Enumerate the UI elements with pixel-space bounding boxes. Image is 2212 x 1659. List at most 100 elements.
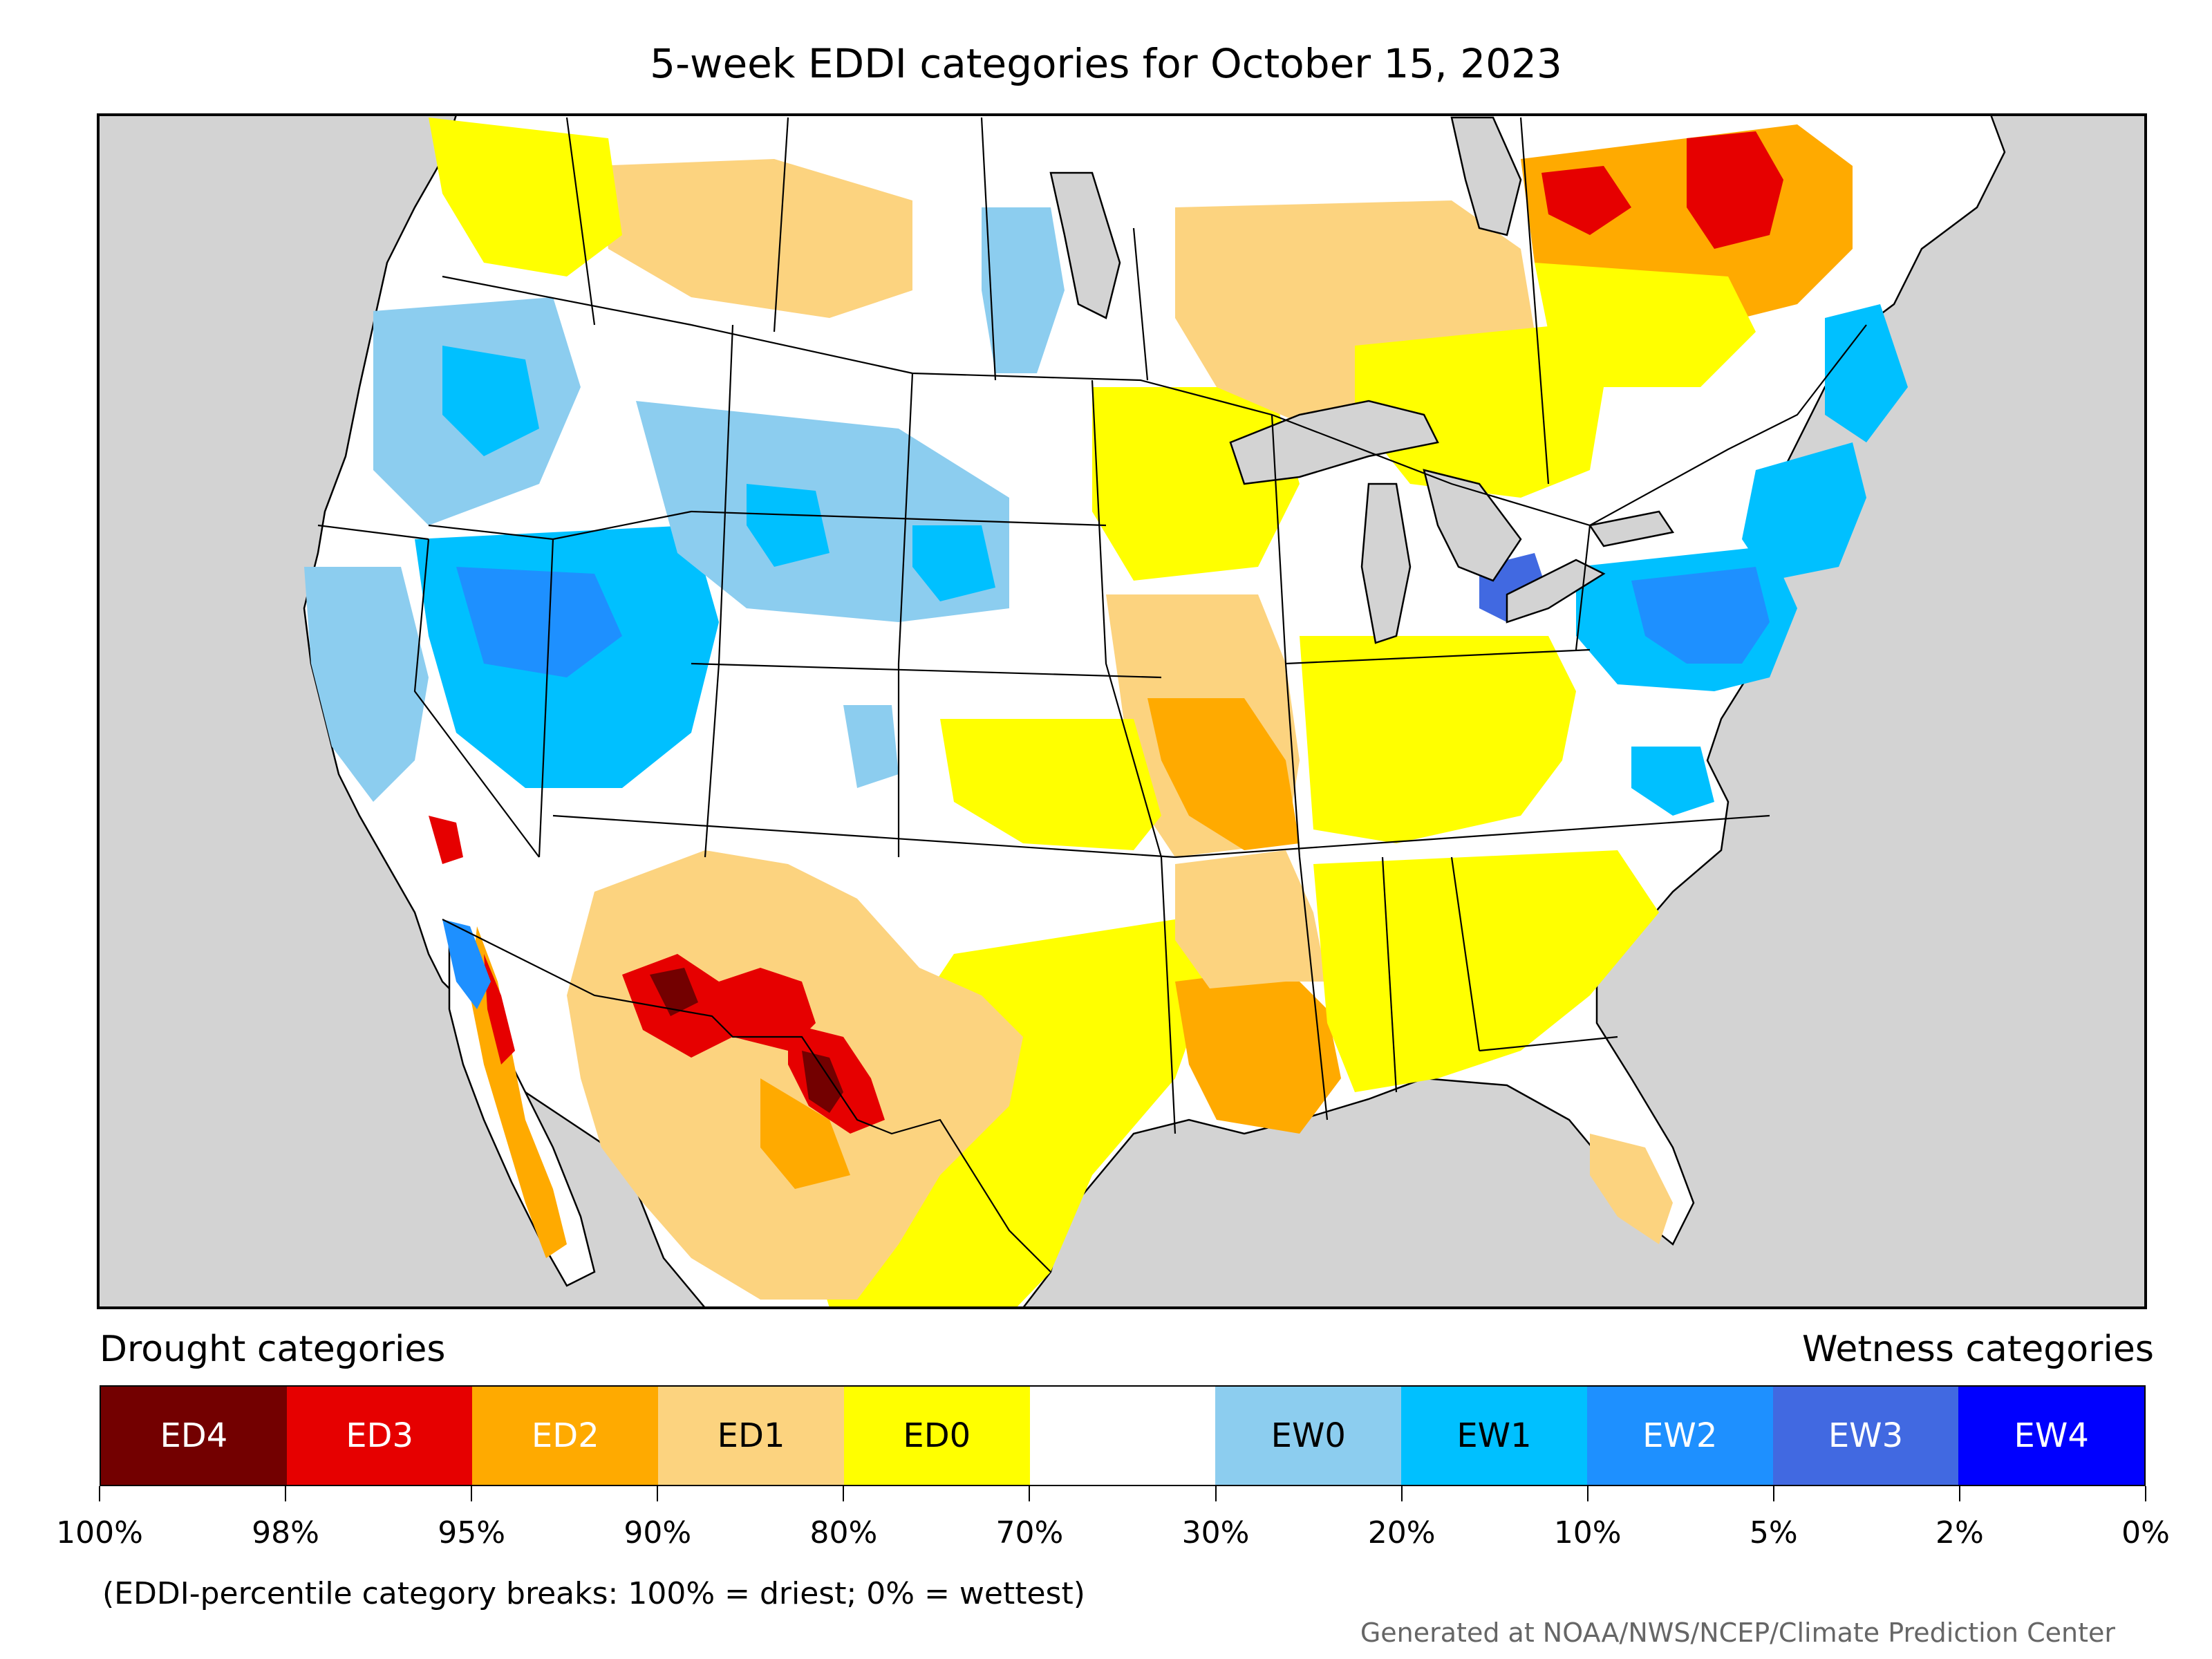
region-maine [1825, 304, 1908, 442]
boundary-20 [1132, 227, 1149, 381]
lake-superior [1229, 400, 1439, 485]
region-nevada-utah-core [456, 567, 622, 677]
legend-cell-ed4: ED4 [101, 1387, 287, 1485]
lake-erie [1506, 559, 1606, 624]
great-lakes [1049, 116, 1675, 644]
region-alberta-west [429, 118, 622, 276]
region-southeast [1313, 850, 1659, 1092]
colorbar-tick-label: 20% [1367, 1515, 1436, 1550]
boundary-18 [773, 117, 789, 332]
drought-regions [429, 118, 1853, 1308]
region-plains-east [940, 719, 1161, 850]
boundary-21 [1519, 117, 1550, 485]
colorbar-tick [1958, 1486, 1960, 1501]
colorbar-tick [843, 1486, 845, 1501]
region-alberta [594, 159, 912, 318]
political-boundaries [317, 117, 1867, 1273]
region-pennsylvania-nj [1631, 567, 1770, 664]
colorbar-tick-label: 90% [624, 1515, 692, 1550]
colorbar-tick [99, 1486, 100, 1501]
legend-cell-ew0: EW0 [1215, 1387, 1402, 1485]
region-california-coast [304, 567, 429, 802]
boundary-19 [980, 117, 997, 381]
region-missouri [1147, 698, 1300, 850]
boundary-9 [1285, 648, 1591, 665]
region-florida [1590, 1134, 1673, 1244]
colorbar-tick [1586, 1486, 1588, 1501]
colorbar-tick [285, 1486, 287, 1501]
colorbar-tick-label: 98% [252, 1515, 319, 1550]
lake-michigan [1360, 482, 1412, 644]
boundary-4 [1271, 414, 1329, 1121]
legend-cell-ed3: ED3 [286, 1387, 473, 1485]
lake-huron [1423, 469, 1522, 582]
boundary-22 [565, 117, 596, 326]
legend-cell-normal [1029, 1387, 1216, 1485]
region-socal [429, 816, 463, 864]
colorbar-tick [471, 1486, 473, 1501]
canada-us-border [442, 275, 1867, 527]
boundary-2 [897, 373, 914, 857]
colorbar-tick-label: 70% [995, 1515, 1064, 1550]
colorbar-tick-label: 2% [1936, 1515, 1984, 1550]
map-frame [97, 113, 2147, 1309]
legend-cell-ed0: ED0 [843, 1387, 1030, 1485]
map-title: 5-week EDDI categories for October 15, 2… [650, 40, 1562, 87]
region-mexico-northeast [760, 1078, 850, 1189]
colorbar-tick-label: 80% [809, 1515, 878, 1550]
category-footnote: (EDDI-percentile category breaks: 100% =… [102, 1576, 1085, 1611]
colorbar-tick-label: 100% [56, 1515, 143, 1550]
region-az-core [650, 968, 698, 1016]
category-colorbar: ED4 ED3 ED2 ED1 ED0 EW0 EW1 EW2 EW3 EW4 [100, 1385, 2146, 1486]
region-baja-core [484, 954, 515, 1065]
wetness-regions [304, 207, 1908, 1009]
boundary-3 [1091, 379, 1177, 1134]
region-big-bend-core [802, 1051, 843, 1113]
region-wyoming [747, 484, 830, 567]
colorbar-tick-label: 95% [438, 1515, 506, 1550]
region-louisiana [1175, 968, 1341, 1134]
credit-text: Generated at NOAA/NWS/NCEP/Climate Predi… [1360, 1618, 2115, 1648]
region-ontario-south [1355, 325, 1604, 498]
region-baja-blue [442, 919, 491, 1009]
colorbar-tick-label: 10% [1553, 1515, 1622, 1550]
legend-cell-ed1: ED1 [658, 1387, 844, 1485]
boundary-6 [691, 662, 1162, 679]
legend-cell-ew3: EW3 [1772, 1387, 1959, 1485]
boundary-5 [691, 510, 1107, 527]
region-new-england [1742, 442, 1866, 581]
region-nebraska [912, 525, 995, 601]
colorbar-tick-label: 0% [2121, 1515, 2170, 1550]
colorbar-tick [2145, 1486, 2146, 1501]
colorbar-tick [1215, 1486, 1217, 1501]
region-mississippi-valley [1175, 850, 1327, 988]
region-ohio-valley [1300, 636, 1576, 843]
boundary-14 [413, 538, 540, 858]
boundary-12 [538, 538, 554, 858]
boundary-17 [1479, 1035, 1618, 1052]
lake-winnipeg [1049, 171, 1121, 319]
region-oregon [442, 346, 539, 456]
region-quebec-south [1535, 263, 1756, 387]
eddi-map [97, 113, 2147, 1309]
region-virginia [1631, 747, 1714, 816]
boundary-1 [704, 324, 734, 858]
region-quebec-east [1687, 131, 1783, 249]
legend-cell-ed2: ED2 [472, 1387, 659, 1485]
legend-cell-ew2: EW2 [1586, 1387, 1773, 1485]
colorbar-tick [1029, 1486, 1031, 1501]
hudson-bay-inlet [1450, 116, 1522, 236]
boundary-8 [1174, 814, 1770, 859]
wetness-categories-header: Wetness categories [1802, 1329, 2154, 1370]
region-colorado-spot [843, 705, 899, 788]
boundary-15 [1381, 856, 1398, 1093]
colorbar-tick-label: 30% [1181, 1515, 1250, 1550]
us-mexico-border [442, 919, 1051, 1273]
boundary-10 [1575, 525, 1591, 650]
boundary-16 [1450, 856, 1481, 1051]
boundary-13 [317, 524, 429, 541]
colorbar-tick [1772, 1486, 1774, 1501]
region-saskatchewan [982, 207, 1065, 373]
region-quebec-core [1541, 166, 1631, 235]
lake-ontario [1588, 510, 1675, 547]
